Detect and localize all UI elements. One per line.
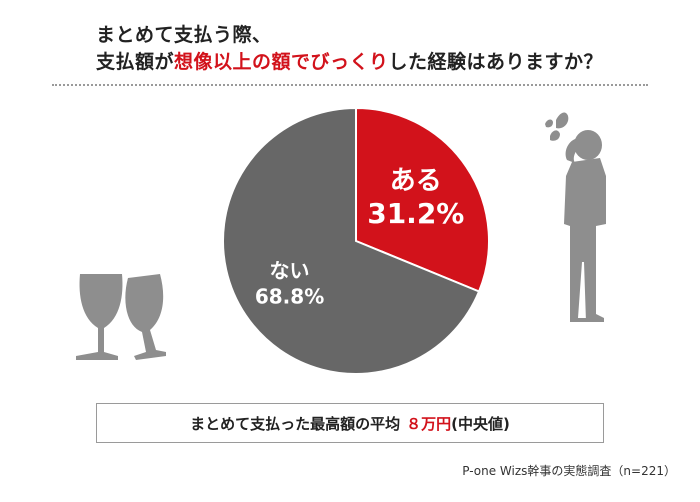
average-label: まとめて支払った最高額の平均 — [190, 414, 401, 433]
slice-label-yes: ある — [390, 166, 442, 196]
slice-value-no: 68.8% — [255, 285, 324, 309]
title-line-2-pre: 支払額が — [96, 51, 175, 73]
dotted-divider — [52, 84, 648, 86]
title-line-2-post: した経験はありますか？ — [388, 51, 604, 73]
title-line-2: 支払額が想像以上の額でびっくりした経験はありますか？ — [96, 49, 603, 76]
slice-value-yes: 31.2% — [367, 197, 464, 230]
slice-label-no: ない — [270, 259, 310, 283]
average-value: ８万円 — [406, 414, 452, 433]
chart-title: まとめて支払う際、 支払額が想像以上の額でびっくりした経験はありますか？ — [96, 22, 603, 76]
stressed-man-icon — [545, 112, 606, 322]
average-amount-box: まとめて支払った最高額の平均 ８万円 (中央値) — [96, 403, 604, 443]
source-note: P-one Wizs幹事の実態調査（n=221） — [462, 464, 676, 478]
wine-glasses-icon — [76, 274, 166, 360]
title-highlight: 想像以上の額でびっくり — [174, 51, 389, 73]
pie-slice-yes — [355, 106, 490, 293]
title-line-1: まとめて支払う際、 — [96, 24, 272, 46]
average-note: (中央値) — [451, 414, 510, 433]
pie-slice-no — [222, 106, 481, 375]
